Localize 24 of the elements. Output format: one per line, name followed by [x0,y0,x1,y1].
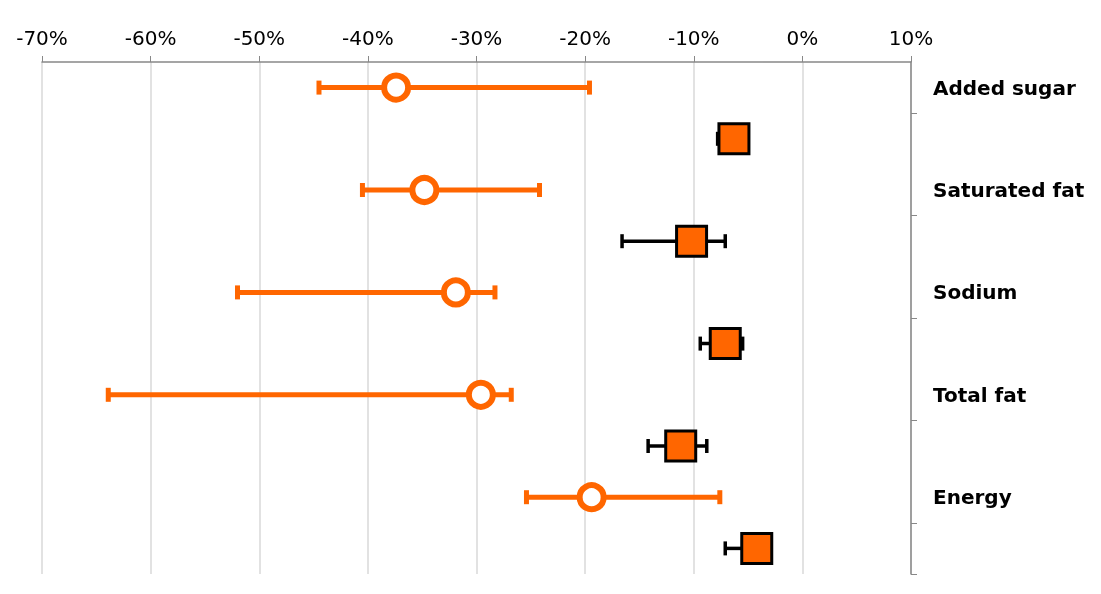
point [576,482,607,513]
x-tick-label: 0% [786,26,819,50]
point [708,327,742,361]
point [664,429,698,463]
y-tick-label: Added sugar [933,75,1076,100]
x-tick-label: -10% [667,26,720,50]
point [675,224,709,258]
y-tick-label: Energy [933,485,1012,510]
x-tick-label: -60% [124,26,177,50]
point [717,122,751,156]
x-tick-label: -70% [16,26,68,50]
point [465,379,496,410]
point [409,175,440,205]
y-tick-label: Saturated fat [933,178,1085,202]
x-tick-label: -40% [342,26,394,50]
y-tick-label: Total fat [933,382,1027,407]
point [440,277,471,308]
y-tick-label: Sodium [933,280,1018,305]
point [740,531,774,565]
x-tick-label: -20% [559,26,611,50]
point [381,72,412,103]
x-tick-label: -30% [450,26,503,50]
x-tick-label: -50% [233,26,286,50]
x-tick-label: 10% [888,26,934,50]
